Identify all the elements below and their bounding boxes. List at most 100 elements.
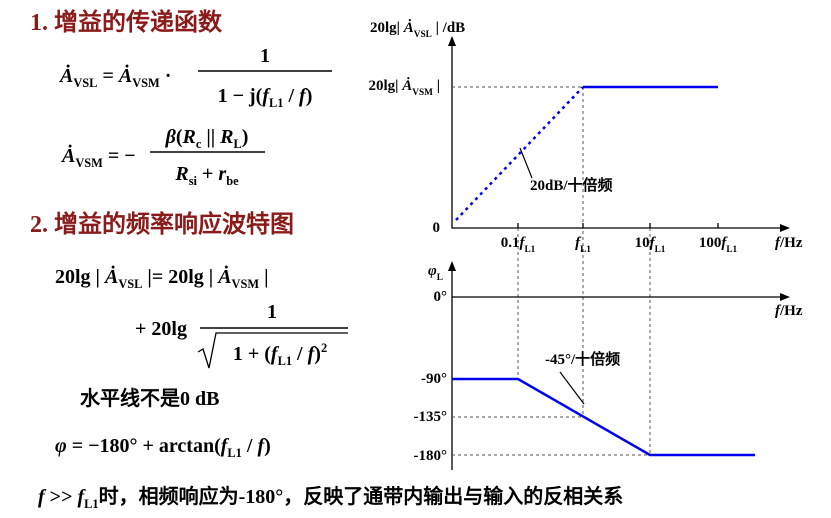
text-run: 0.1: [501, 235, 520, 251]
text-run: /: [283, 85, 299, 107]
axis-title: f/Hz: [775, 303, 803, 319]
formula: 20lg | ȦVSL |= 20lg | ȦVSM |: [55, 264, 268, 291]
sub: VSM: [75, 156, 103, 170]
annotation: 20dB/十倍频: [530, 176, 613, 194]
sub: L1: [524, 245, 535, 255]
text-run: 20dB/十倍频: [530, 176, 613, 194]
text-run: +: [197, 163, 218, 185]
text-run: f: [519, 235, 526, 251]
text-run: f: [299, 85, 308, 107]
sub: VSM: [412, 88, 433, 98]
y-tick-label: 0°: [434, 289, 448, 305]
text-run: f: [221, 435, 230, 457]
sub: L: [437, 273, 443, 283]
gain-axes: [451, 40, 785, 229]
sub: L1: [84, 497, 98, 511]
text-run: 0: [433, 220, 441, 236]
sub: be: [226, 174, 239, 188]
text-run: | /dB: [432, 20, 465, 36]
gain-plot: [448, 36, 790, 455]
y-tick-label: 20lg| ȦVSM |: [369, 77, 440, 98]
text-run: 2. 增益的频率响应波特图: [30, 210, 294, 238]
phase-axes: [451, 265, 785, 470]
phase-plot: [448, 261, 790, 470]
text-run: 20lg|: [370, 20, 404, 36]
text-run: ): [306, 85, 313, 107]
denominator: 1 + (fL1 / f)2: [233, 341, 327, 368]
axis-title: 20lg| ȦVSL | /dB: [370, 19, 465, 40]
denominator: 1 − j(fL1 / f): [218, 85, 313, 110]
text-run: = −: [103, 145, 136, 167]
text-run: r: [218, 163, 226, 185]
text-run: /Hz: [779, 303, 803, 319]
sub: c: [196, 137, 202, 151]
y-tick-label: -180°: [414, 448, 448, 464]
text-run: f: [650, 235, 657, 251]
text-run: ): [264, 435, 271, 457]
sub: VSM: [132, 76, 160, 90]
sub: L1: [655, 245, 666, 255]
conclusion: f >> fL1时，相频响应为-180°，反映了通带内输出与输入的反相关系: [38, 484, 623, 511]
text-run: 水平线不是0 dB: [80, 386, 219, 410]
sub: L1: [278, 354, 292, 368]
y-tick-label: 0: [433, 220, 441, 236]
text-run: 0°: [434, 289, 448, 305]
y-tick-label: -90°: [421, 371, 447, 387]
text-run: R: [181, 126, 195, 148]
text-run: /: [292, 343, 308, 365]
text-run: >>: [45, 486, 78, 508]
sub: L1: [227, 446, 241, 460]
text-run: = −180° + arctan(: [67, 435, 221, 457]
phase-line: [452, 377, 755, 457]
formula: φ = −180° + arctan(fL1 / f): [55, 435, 271, 460]
text-run: f: [775, 303, 782, 319]
text-run: f: [721, 235, 728, 251]
leader-line: [559, 371, 585, 405]
x-tick-label: 100fL1: [699, 235, 738, 255]
text-run: f: [271, 343, 280, 365]
text-run: ||: [201, 126, 220, 148]
text-run: Ȧ: [216, 264, 231, 288]
sub: L1: [726, 245, 737, 255]
guide-lines: [452, 416, 650, 456]
text-run: /: [242, 435, 258, 457]
sub: VSL: [118, 277, 142, 291]
text-run: ): [314, 343, 321, 365]
text-run: R: [174, 163, 188, 185]
axis-title: f/Hz: [775, 235, 803, 251]
text-run: 1: [260, 45, 270, 67]
text-run: f: [308, 343, 317, 365]
text-run: ): [242, 126, 249, 148]
formula: ȦVSM = −: [60, 143, 136, 170]
formula: + 20lg: [135, 318, 187, 340]
tick-marks: [517, 223, 719, 228]
text-run: Ȧ: [103, 264, 118, 288]
leader-line: [519, 147, 533, 179]
text-run: β: [165, 126, 177, 148]
text-run: f: [262, 85, 271, 107]
text-run: f: [257, 435, 266, 457]
numerator: 1: [260, 45, 270, 67]
text-run: ·: [160, 65, 172, 87]
section-heading: 2. 增益的频率响应波特图: [30, 210, 294, 238]
text-run: Ȧ: [60, 143, 75, 167]
y-tick-label: -135°: [414, 409, 448, 425]
radical-sign: [197, 332, 348, 369]
denominator: Rsi + rbe: [174, 163, 239, 188]
sub: VSM: [232, 277, 260, 291]
text-run: 1. 增益的传递函数: [30, 8, 223, 36]
text-run: -180°: [414, 448, 448, 464]
sub: L1: [269, 96, 283, 110]
note: 水平线不是0 dB: [80, 386, 219, 410]
section-heading: 1. 增益的传递函数: [30, 8, 223, 36]
x-tick-label: fL1: [575, 235, 591, 255]
numerator: β(Rc || RL): [165, 126, 249, 151]
text-run: |= 20lg |: [142, 266, 218, 288]
text-run: 1 + (: [233, 343, 271, 365]
text-run: -135°: [414, 409, 448, 425]
text-run: =: [97, 65, 118, 87]
numerator: 1: [267, 301, 277, 323]
text-run: 100: [699, 235, 722, 251]
text-run: + 20lg: [135, 318, 187, 340]
